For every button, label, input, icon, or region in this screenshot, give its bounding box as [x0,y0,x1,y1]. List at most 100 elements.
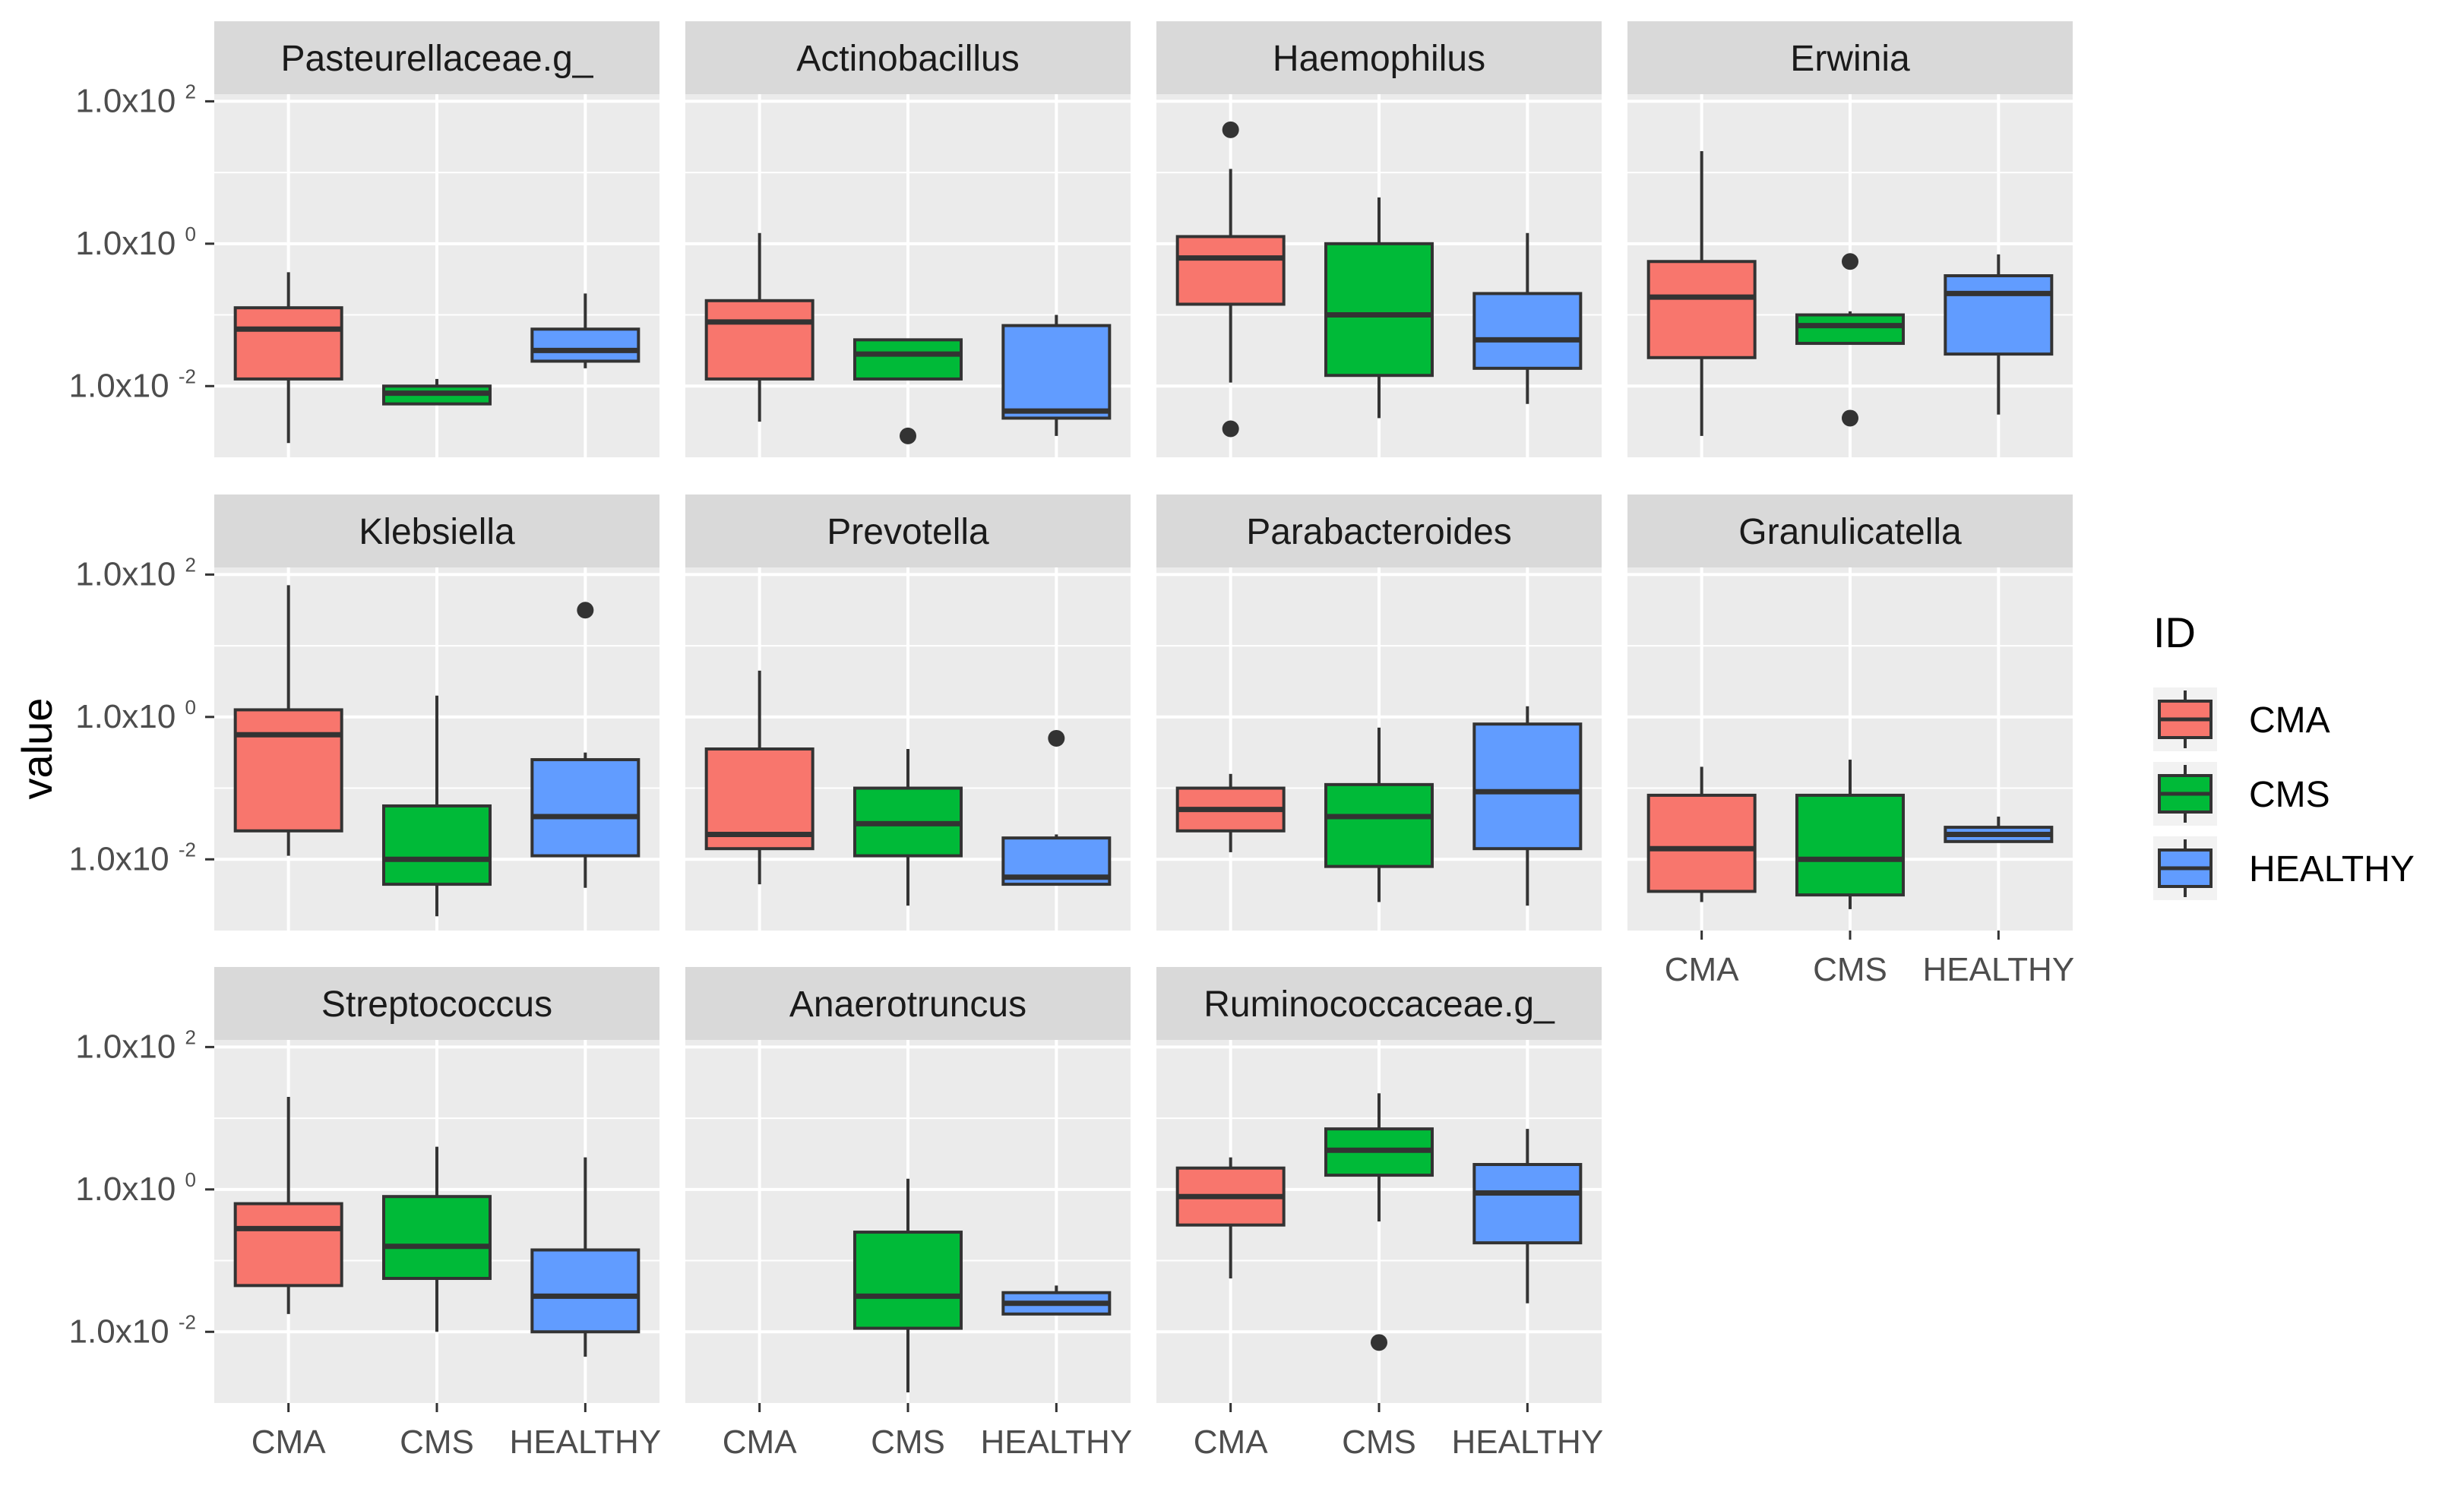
box-healthy [530,293,641,368]
panel-haemophilus: Haemophilus [1156,21,1602,457]
x-tick-label: HEALTHY [1451,1424,1603,1461]
legend-key-cma: CMA [2153,687,2330,751]
iqr-box [530,327,641,363]
outlier-point [900,427,916,444]
panel-title: Streptococcus [321,984,552,1025]
x-tick-label: HEALTHY [1922,951,2074,988]
box-cms [1795,760,1905,909]
legend-key-cms: CMS [2153,762,2330,826]
panel-anaerotruncus: Anaerotruncus CMA CMS HEALTHY [685,967,1132,1461]
x-tick-label: CMS [1342,1424,1416,1461]
box-healthy [530,602,641,888]
panel-title: Parabacteroides [1246,512,1512,552]
y-tick-label: 1.0x10 0 [75,696,196,735]
box-cms [1324,197,1434,419]
outlier-point [1371,1334,1387,1351]
panel-erwinia: Erwinia [1627,21,2073,457]
box-healthy [1001,314,1112,436]
panel-pasteurellaceae-g: Pasteurellaceae.g_ 1.0x10 2 1.0x10 0 1.0x10… [69,21,659,457]
box-cma [704,232,814,422]
x-tick-label: HEALTHY [509,1424,661,1461]
x-tick-label: HEALTHY [980,1424,1132,1461]
iqr-box [233,708,343,833]
iqr-box [704,299,814,381]
panel-title: Ruminococcaceae.g_ [1204,984,1555,1025]
outlier-point [577,602,594,619]
iqr-box [1646,793,1757,893]
panel-title: Prevotella [827,512,989,552]
box-cms [1324,727,1434,902]
box-cma [233,272,343,444]
iqr-box [1646,260,1757,359]
strip-bg [1156,495,1602,567]
x-tick-label: CMA [723,1424,797,1461]
panel-streptococcus: Streptococcus 1.0x10 2 1.0x10 0 1.0x10 -2 CM… [69,967,661,1461]
iqr-box [530,1248,641,1334]
panel-prevotella: Prevotella [685,495,1131,931]
iqr-box [1324,242,1434,378]
iqr-box [1175,235,1286,306]
panel-klebsiella: Klebsiella 1.0x10 2 1.0x10 0 1.0x10 -2 [69,495,659,931]
chart-root: Pasteurellaceae.g_ 1.0x10 2 1.0x10 0 1.0x10… [13,21,2415,1461]
iqr-box [530,758,641,858]
strip-bg [1627,495,2073,567]
iqr-box [1944,274,2054,356]
strip-bg [214,967,659,1040]
box-cms [382,695,492,917]
y-axis-title: value [13,698,61,800]
strip-bg [685,495,1131,567]
panel-title: Haemophilus [1273,39,1485,79]
panel-title: Anaerotruncus [789,984,1026,1025]
iqr-box [1472,1163,1583,1245]
panel-title: Granulicatella [1738,512,1962,552]
box-cms [382,1146,492,1332]
y-tick-label: 1.0x10 -2 [69,838,196,877]
y-tick-label: 1.0x10 -2 [69,365,196,404]
iqr-box [233,306,343,381]
box-healthy [1944,254,2054,415]
panel-title: Klebsiella [359,512,515,552]
y-tick-label: 1.0x10 2 [75,80,196,119]
iqr-box [233,1202,343,1288]
iqr-box [853,338,963,381]
outlier-point [1842,409,1858,427]
panel-title: Erwinia [1790,39,1910,79]
iqr-box [1324,782,1434,868]
strip-bg [214,495,659,567]
strip-bg [214,21,659,94]
strip-bg [1156,21,1602,94]
iqr-box [1795,313,1905,346]
iqr-box [1001,324,1112,420]
box-cma [1646,150,1757,436]
x-tick-label: CMS [400,1424,474,1461]
box-cma [1175,121,1286,438]
box-cms [853,338,963,444]
box-healthy [530,1157,641,1357]
iqr-box [853,1231,963,1330]
legend-label: HEALTHY [2249,849,2415,890]
box-healthy [1001,729,1112,886]
box-healthy [1472,1129,1583,1304]
y-tick-label: 1.0x10 2 [75,553,196,592]
legend-title: ID [2153,608,2196,656]
strip-bg [685,967,1131,1040]
outlier-point [1222,420,1239,438]
box-healthy [1944,817,2054,843]
panel-actinobacillus: Actinobacillus [685,21,1131,457]
outlier-point [1222,121,1239,138]
box-healthy [1472,232,1583,404]
panel-title: Actinobacillus [796,39,1019,79]
box-cma [704,670,814,885]
strip-bg [1627,21,2073,94]
x-tick-label: CMA [1665,951,1739,988]
legend-label: CMA [2249,700,2330,741]
iqr-box [382,1195,492,1280]
x-tick-label: CMA [251,1424,326,1461]
outlier-point [1842,253,1858,270]
iqr-box [382,804,492,886]
box-cms [853,749,963,906]
legend-key-healthy: HEALTHY [2153,836,2415,900]
box-cms [853,1178,963,1392]
box-cma [1175,773,1286,852]
